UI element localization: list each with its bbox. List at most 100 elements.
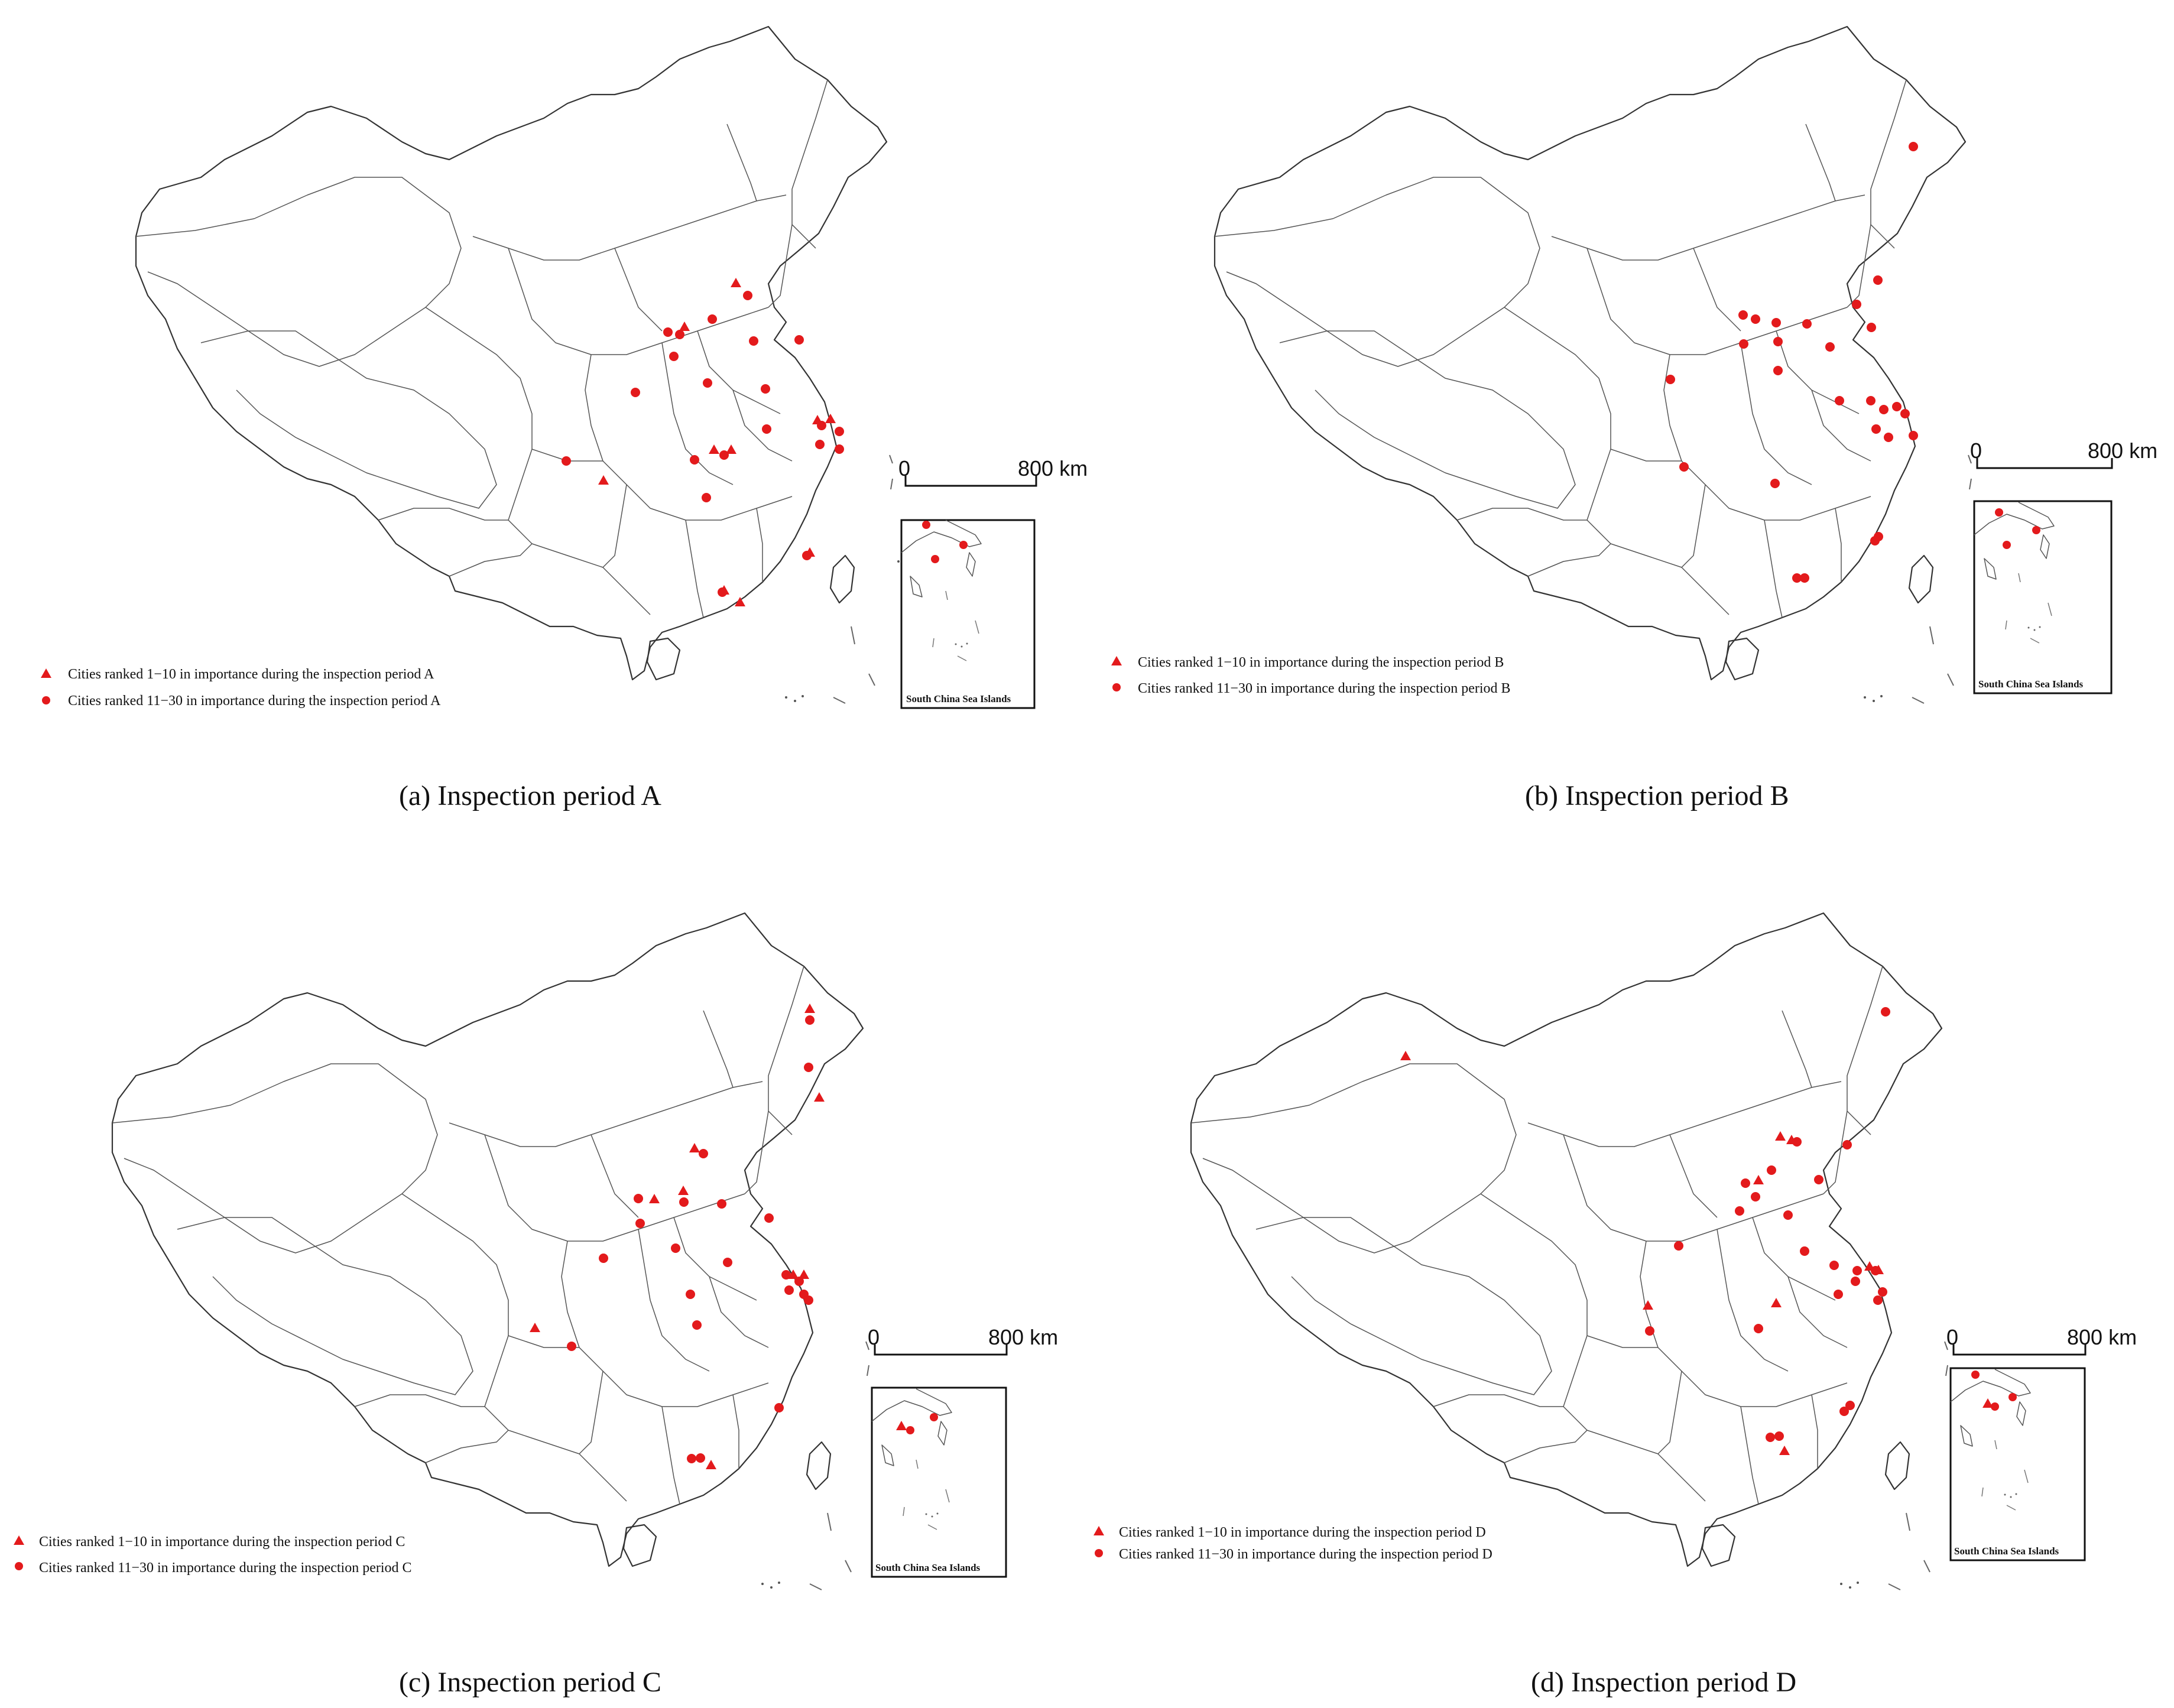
city-circle [794, 1277, 804, 1286]
city-circle [906, 1426, 914, 1434]
city-markers-a [562, 278, 844, 606]
city-circle [774, 1403, 784, 1412]
city-circle [1842, 1140, 1852, 1150]
city-circle [1892, 402, 1902, 411]
city-circle [835, 427, 844, 436]
city-circle [717, 1199, 726, 1209]
city-circle [2008, 1393, 2017, 1401]
legend-circle-icon [42, 696, 50, 704]
scale-bar-a: 0 800 km [898, 456, 1088, 487]
city-triangle [1643, 1300, 1653, 1310]
city-circle [761, 384, 770, 394]
city-circle [723, 1258, 732, 1267]
city-circle [1845, 1401, 1855, 1410]
city-circle [1835, 396, 1844, 405]
city-triangle [1753, 1175, 1764, 1184]
city-circle [562, 456, 571, 466]
scale-zero-label: 0 [898, 456, 910, 480]
scale-end-label: 800 km [2088, 439, 2157, 463]
city-circle [931, 555, 939, 563]
city-circle [718, 587, 727, 597]
city-circle [1751, 1192, 1760, 1202]
city-circle [567, 1342, 576, 1351]
city-circle [1870, 536, 1880, 545]
city-triangle [678, 1186, 689, 1195]
city-circle [703, 378, 712, 388]
legend-triangle-icon [1094, 1526, 1104, 1535]
south-china-sea-inset-b: South China Sea Islands [1973, 500, 2113, 694]
city-circle [675, 330, 684, 339]
city-circle [671, 1243, 680, 1253]
legend-a: Cities ranked 1−10 in importance during … [41, 667, 441, 709]
city-circle [1739, 339, 1748, 349]
city-triangle [1779, 1446, 1790, 1455]
city-circle [1829, 1261, 1839, 1270]
city-circle [1773, 366, 1783, 375]
city-circle [708, 314, 717, 324]
city-circle [835, 444, 844, 454]
inset-title: South China Sea Islands [1978, 678, 2084, 690]
city-triangle [1982, 1398, 1993, 1408]
city-circle [1679, 462, 1689, 472]
city-triangle [706, 1460, 716, 1469]
city-circle [1995, 508, 2003, 517]
scale-zero-label: 0 [868, 1325, 880, 1349]
city-circle [1873, 1295, 1883, 1305]
legend-text-rank-11-30: Cities ranked 11−30 in importance during… [39, 1560, 412, 1576]
caption-d: (d) Inspection period D [1531, 1667, 1796, 1698]
city-circle [634, 1194, 643, 1203]
city-triangle [530, 1323, 540, 1332]
city-circle [1751, 314, 1760, 324]
city-circle [702, 493, 711, 502]
china-base-map-d [1190, 912, 1955, 1590]
city-circle [2003, 541, 2011, 549]
city-circle [1971, 1371, 1980, 1379]
city-circle [794, 335, 804, 345]
city-triangle [709, 444, 719, 454]
scale-bar-b: 0 800 km [1970, 439, 2157, 469]
city-circle [1771, 318, 1781, 327]
city-circle [1773, 337, 1783, 346]
inset-title: South China Sea Islands [1954, 1545, 2059, 1557]
city-circle [686, 1290, 695, 1299]
city-circle [599, 1254, 608, 1263]
city-circle [1767, 1165, 1776, 1175]
city-circle [959, 541, 968, 549]
city-circle [699, 1149, 708, 1158]
city-circle [1666, 375, 1675, 384]
city-triangle [825, 414, 836, 423]
city-circle [1884, 433, 1893, 442]
city-circle [1909, 142, 1918, 151]
city-triangle [731, 278, 741, 287]
city-circle [930, 1413, 938, 1421]
city-circle [804, 1063, 813, 1072]
city-markers-c [530, 1004, 825, 1469]
city-circle [679, 1197, 689, 1207]
city-circle [1738, 310, 1748, 320]
city-circle [1873, 275, 1883, 285]
china-base-map-a [135, 25, 900, 704]
city-triangle [804, 1004, 815, 1013]
city-triangle [679, 322, 690, 331]
city-circle [690, 455, 699, 465]
city-circle [743, 291, 752, 300]
city-triangle [1775, 1131, 1786, 1141]
city-circle [687, 1454, 696, 1463]
city-circle [802, 551, 812, 560]
city-circle [1783, 1210, 1793, 1220]
city-circle [1871, 1266, 1880, 1275]
south-china-sea-inset-a: South China Sea Islands [900, 519, 1036, 709]
city-markers-d [1400, 1007, 1890, 1455]
china-base-map-c [111, 912, 877, 1590]
city-triangle [649, 1194, 660, 1203]
city-triangle [896, 1421, 907, 1430]
city-circle [1900, 409, 1910, 418]
panel-b: 0 800 km South China Sea Islands Cities … [1111, 25, 2157, 811]
city-triangle [735, 597, 745, 606]
city-circle [1645, 1326, 1654, 1336]
city-circle [1879, 405, 1889, 414]
city-circle [815, 440, 825, 449]
city-circle [749, 336, 758, 346]
city-triangle [788, 1269, 799, 1279]
